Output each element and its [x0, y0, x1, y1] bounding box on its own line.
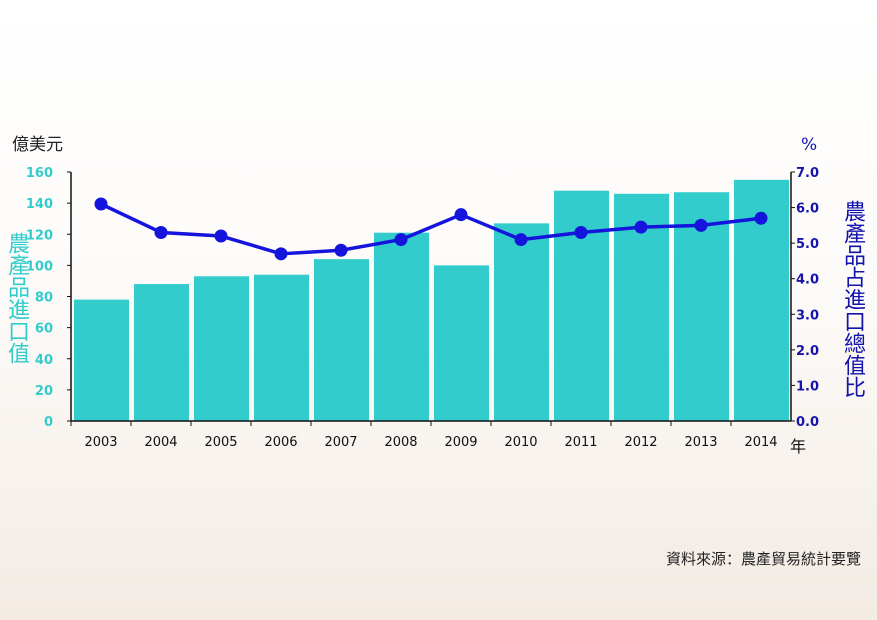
left-tick-label: 140	[26, 197, 53, 212]
x-tick-label: 2009	[444, 435, 477, 450]
line-point-2010	[514, 233, 528, 247]
bar-2010	[494, 223, 549, 421]
bar-2009	[434, 265, 489, 421]
x-tick-label: 2003	[84, 435, 117, 450]
line-point-2003	[94, 197, 108, 211]
right-tick-label: 7.0	[796, 166, 819, 181]
line-point-2005	[214, 229, 228, 243]
left-tick-label: 0	[44, 415, 53, 430]
line-point-2011	[574, 225, 588, 239]
x-unit-label: 年	[790, 437, 806, 456]
left-tick-label: 20	[35, 384, 53, 399]
left-tick-label: 100	[26, 259, 53, 274]
x-tick-label: 2012	[624, 435, 657, 450]
left-tick-label: 40	[35, 353, 53, 368]
bar-2008	[374, 232, 429, 421]
right-tick-label: 2.0	[796, 344, 819, 359]
right-tick-label: 4.0	[796, 273, 819, 288]
x-tick-label: 2011	[564, 435, 597, 450]
left-axis-title: 農產品進口值	[4, 232, 29, 364]
axes	[67, 171, 795, 426]
x-tick-label: 2005	[204, 435, 237, 450]
line-point-2006	[274, 247, 288, 261]
bar-2011	[554, 190, 609, 421]
left-unit-label: 億美元	[12, 135, 63, 155]
line-point-2004	[154, 225, 168, 239]
right-tick-label: 0.0	[796, 415, 819, 430]
bar-2004	[134, 284, 189, 421]
bar-series	[74, 179, 789, 421]
x-tick-label: 2007	[324, 435, 357, 450]
x-tick-label: 2013	[684, 435, 717, 450]
right-axis-title: 農產品占進口總值比	[840, 200, 865, 398]
x-tick-label: 2010	[504, 435, 537, 450]
axis-labels: 0 20 40 60 80 100 120 140 160 0.0 1.0 2.0 3.0 4.0 5.0 6…	[12, 135, 819, 456]
left-tick-label: 160	[26, 166, 53, 181]
line-point-2009	[454, 208, 468, 222]
line-point-2012	[634, 220, 648, 234]
left-tick-label: 80	[35, 291, 53, 306]
bar-2007	[314, 259, 369, 421]
x-tick-label: 2008	[384, 435, 417, 450]
line-point-2013	[694, 218, 708, 232]
line-point-2007	[334, 243, 348, 257]
bar-2003	[74, 299, 129, 421]
source-note: 資料來源：農產貿易統計要覽	[665, 550, 861, 568]
left-tick-label: 120	[26, 228, 53, 243]
x-tick-label: 2006	[264, 435, 297, 450]
right-tick-label: 6.0	[796, 202, 819, 217]
right-tick-label: 5.0	[796, 237, 819, 252]
line-series	[94, 197, 768, 261]
right-tick-label: 3.0	[796, 308, 819, 323]
right-unit-label: %	[801, 135, 817, 155]
left-tick-label: 60	[35, 322, 53, 337]
x-tick-label: 2004	[144, 435, 177, 450]
x-tick-label: 2014	[744, 435, 777, 450]
line-point-2008	[394, 233, 408, 247]
bar-2005	[194, 276, 249, 421]
line-point-2014	[754, 211, 768, 225]
line-path	[100, 202, 762, 256]
bar-2006	[254, 274, 309, 421]
right-tick-label: 1.0	[796, 379, 819, 394]
